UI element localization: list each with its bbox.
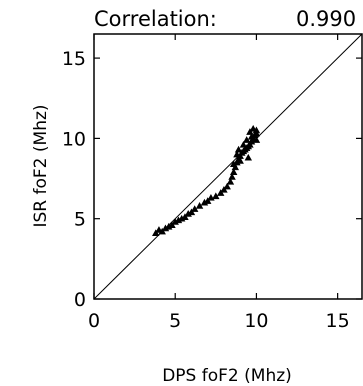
data-point-9 (181, 213, 189, 220)
x-tick-label-3: 15 (326, 310, 350, 332)
y-tick-label-2: 10 (62, 128, 86, 150)
data-point-19 (220, 185, 228, 193)
plot-area (93, 33, 363, 300)
one-to-one-reference-line (93, 33, 363, 300)
x-tick-label-1: 5 (169, 310, 181, 332)
data-point-40 (242, 136, 251, 143)
data-point-48 (247, 132, 256, 140)
y-tick-label-0: 0 (74, 289, 86, 311)
data-point-23 (229, 168, 238, 175)
correlation-value: 0.990 (296, 7, 356, 31)
data-point-24 (231, 163, 240, 171)
axis-ticks: 0 5 10 15 0 5 10 15 (62, 34, 362, 332)
data-point-49 (252, 136, 261, 143)
data-point-33 (246, 141, 254, 148)
data-point-12 (190, 205, 199, 212)
data-point-41 (236, 157, 244, 164)
y-tick-label-1: 5 (74, 209, 86, 231)
data-point-44 (249, 124, 257, 132)
data-point-11 (187, 208, 196, 216)
data-point-43 (239, 141, 248, 148)
x-axis-title: DPS foF2 (Mhz) (162, 366, 292, 386)
data-point-13 (195, 202, 204, 209)
y-tick-label-3: 15 (62, 48, 86, 70)
plot-frame (93, 33, 363, 300)
data-point-45 (244, 153, 253, 161)
reference-line-group (93, 33, 363, 300)
data-point-2 (158, 227, 166, 235)
x-tick-label-0: 0 (88, 310, 100, 332)
data-point-15 (203, 197, 212, 204)
data-point-46 (229, 160, 238, 167)
data-points (152, 124, 261, 237)
chart-title: Correlation: (94, 7, 217, 31)
data-point-37 (252, 129, 261, 137)
data-point-42 (233, 150, 241, 158)
data-point-20 (223, 182, 231, 190)
data-point-17 (212, 192, 220, 200)
data-point-5 (168, 221, 176, 228)
data-point-21 (226, 177, 235, 185)
y-axis-title: ISR foF2 (Mhz) (31, 104, 51, 227)
data-point-0 (152, 229, 160, 237)
data-point-47 (234, 145, 243, 153)
data-point-22 (228, 173, 236, 180)
data-point-18 (216, 189, 225, 196)
x-tick-label-2: 10 (244, 310, 268, 332)
